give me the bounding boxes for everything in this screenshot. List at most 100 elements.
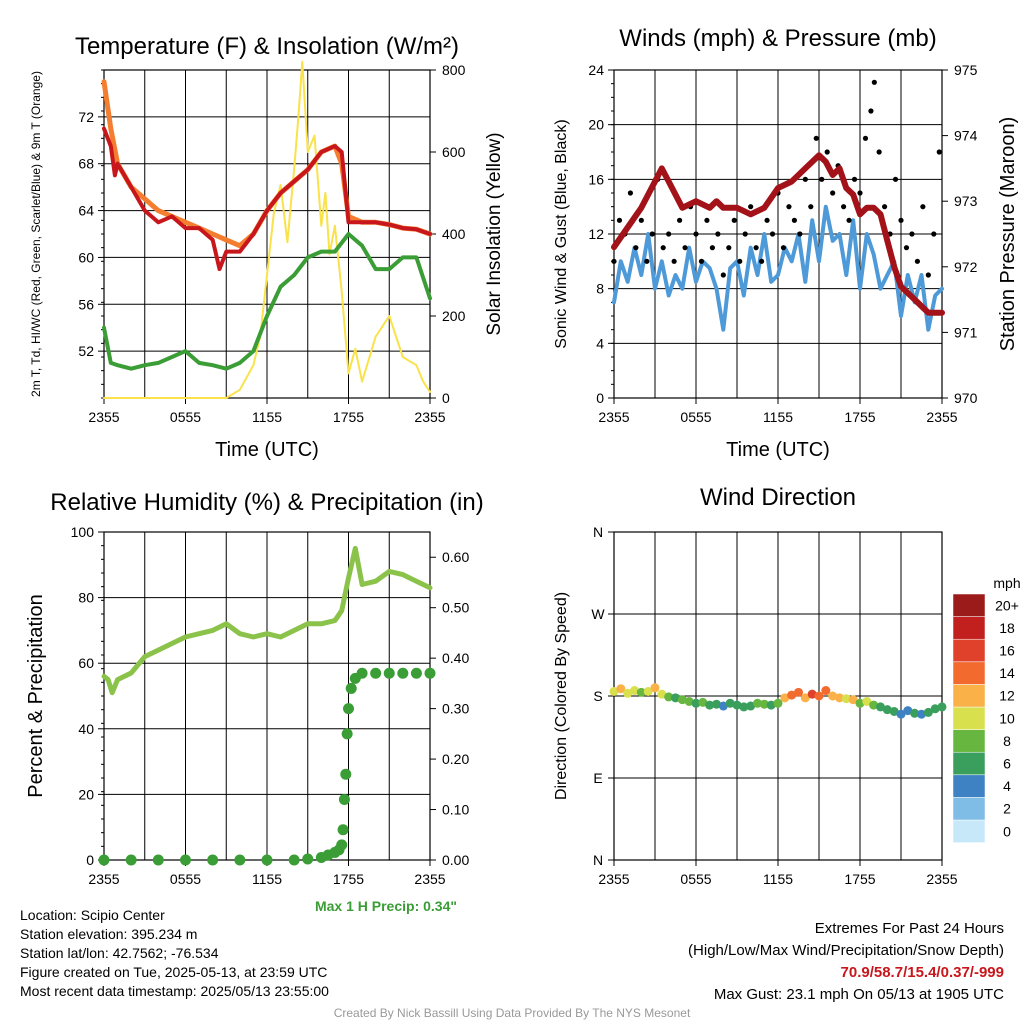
chart-title: Temperature (F) & Insolation (W/m²) [75,33,459,60]
direction-point [643,686,653,696]
direction-point [835,693,844,703]
y-tick-label: 52 [78,343,94,359]
direction-point [732,700,742,710]
y2-tick-label: 972 [954,259,978,275]
direction-point [923,707,933,717]
colorbar-label: 18 [999,620,1015,636]
chart-title: Relative Humidity (%) & Precipitation (i… [50,489,483,516]
elevation-text: Station elevation: 395.234 m [20,926,198,942]
series-gust-point [742,231,748,237]
x-tick-label: 1155 [763,409,793,425]
y2-tick-label: 0.40 [442,650,469,666]
y-axis-label: Direction (Colored By Speed) [553,592,570,800]
y2-tick-label: 0.30 [442,701,469,717]
series-precip-point [234,854,246,866]
colorbar-label: 6 [1003,756,1011,772]
y-tick-label: 72 [78,109,94,125]
colorbar-swatch [952,684,986,708]
y2-tick-label: 0 [442,390,450,406]
series-gust-point [819,176,825,182]
chart-title: Wind Direction [700,484,856,511]
series-dewpoint-line [102,232,432,371]
series-gust-point [791,217,798,223]
series-precip-point [337,824,349,836]
credit-text: Created By Nick Bassill Using Data Provi… [333,1006,691,1020]
location-text: Location: Scipio Center [20,907,165,923]
y2-tick-label: 400 [442,226,466,242]
x-tick-label: 0555 [170,409,201,425]
series-gust-point [627,190,634,196]
x-tick-label: 0555 [680,871,711,887]
series-gust-point [660,245,666,251]
series-gust-point [786,204,792,210]
colorbar: mph 0 2 4 6 8 10 12 14 16 18 20+ [952,575,1021,843]
direction-point [917,709,926,719]
series-precip-point [383,667,395,679]
series-gust-point [638,217,644,223]
y2-tick-label: 0.50 [442,600,469,616]
y-axis-label: Percent & Precipitation [25,594,47,797]
series-gust-point [677,217,683,223]
series-precip-point [302,853,314,865]
series-gust-point [808,204,814,210]
direction-point [910,708,920,718]
series-gust-point [731,217,737,223]
direction-point [828,691,838,701]
series-gust-point [868,108,874,114]
colorbar-label: 4 [1003,778,1011,794]
y2-tick-label: 600 [442,144,466,160]
colorbar-swatch [952,774,986,798]
series-gust-point [813,135,819,141]
y2-tick-label: 800 [442,62,466,78]
direction-point [821,686,831,696]
y-tick-label: 60 [78,655,94,671]
series-precip-point [370,667,382,679]
series-gust-point [780,245,787,251]
x-tick-label: 2355 [88,409,119,425]
series-gust-point [644,258,650,264]
series-gust-point [802,176,808,182]
direction-point [780,693,790,703]
panel-0: 2355 0555 1155 1755 2355 52 56 60 64 68 72 0 200 400 6… [29,33,505,461]
direction-point [684,696,694,706]
x-tick-label: 2355 [598,409,629,425]
series-gust-point [882,204,888,210]
x-tick-label: 1755 [844,409,875,425]
x-tick-label: 0555 [170,871,201,887]
colorbar-swatch [952,751,986,776]
y-tick-label: 24 [588,62,604,78]
extremes-info: Extremes For Past 24 Hours (High/Low/Max… [688,918,1004,1006]
series-gust-point [871,79,877,85]
y2-tick-label: 200 [442,308,466,324]
y-tick-label: 20 [78,786,94,802]
extremes-values: 70.9/58.7/15.4/0.37/-999 [840,964,1004,981]
series-gust-point [857,190,863,196]
series-gust-point [936,149,942,155]
series-gust-point [797,231,803,237]
series-gust-point [892,176,899,182]
series-precip-point [288,854,300,866]
y2-tick-label: 0.10 [442,802,469,818]
colorbar-swatch [952,797,986,821]
series-precip-point [125,854,137,866]
series-gust-point [920,204,926,210]
colorbar-swatch [952,593,986,617]
direction-point [787,690,797,700]
y-tick-label: 20 [588,117,604,133]
x-tick-label: 1155 [252,409,282,425]
series-precip-point [338,793,350,805]
x-tick-label: 2355 [926,409,957,425]
direction-point [725,698,735,708]
series-gust-point [715,231,721,237]
direction-point [609,686,619,696]
y-tick-label: 0 [86,852,94,868]
recent-data-text: Most recent data timestamp: 2025/05/13 2… [20,983,329,999]
y-tick-label: 56 [78,296,94,312]
x-tick-label: 1155 [763,871,793,887]
colorbar-label: 10 [999,710,1015,726]
colorbar-swatch [952,661,986,685]
series-gust-point [698,258,705,264]
series-gust-point [914,258,921,264]
colorbar-swatch [952,706,986,730]
colorbar-label: 8 [1003,733,1011,749]
